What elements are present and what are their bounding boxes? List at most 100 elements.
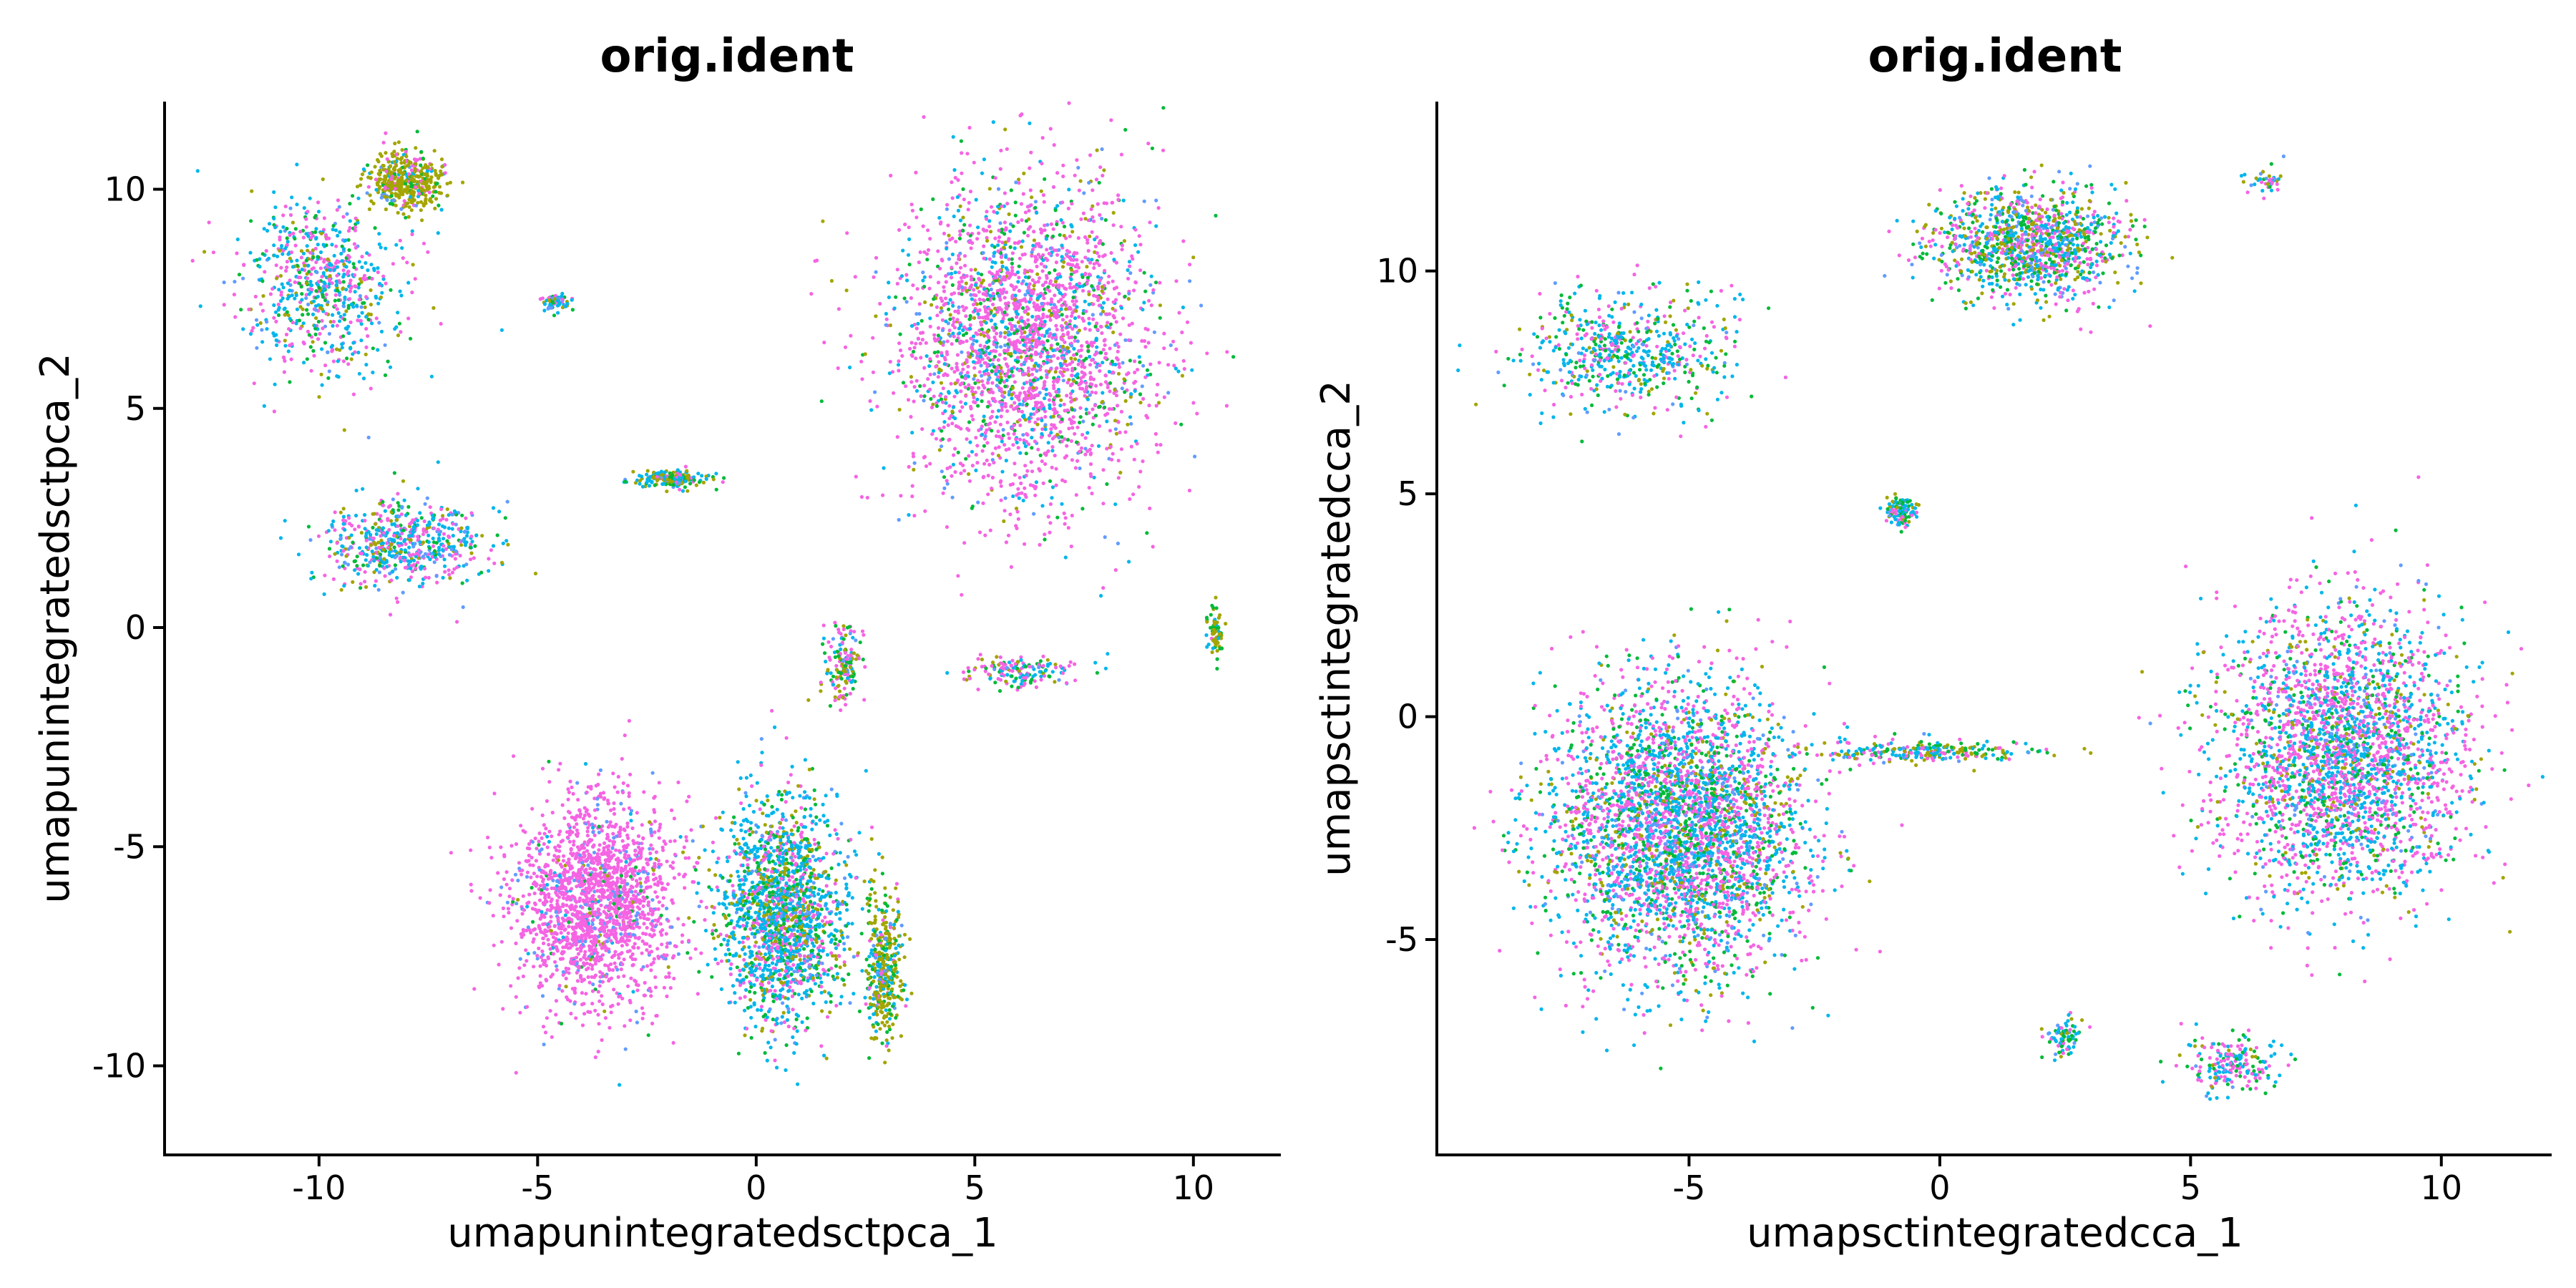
scatter-point — [1038, 342, 1042, 346]
scatter-point — [540, 949, 545, 953]
scatter-point — [1077, 348, 1081, 353]
scatter-point — [409, 192, 413, 196]
scatter-point — [571, 791, 575, 796]
scatter-point — [1055, 366, 1059, 371]
scatter-point — [465, 578, 469, 582]
scatter-point — [984, 289, 988, 293]
scatter-point — [932, 372, 937, 376]
scatter-point — [1021, 192, 1025, 196]
scatter-point — [434, 197, 439, 201]
scatter-point — [369, 288, 373, 293]
scatter-point — [1098, 382, 1103, 387]
scatter-point — [603, 1016, 608, 1020]
scatter-point — [872, 275, 876, 279]
scatter-point — [950, 474, 954, 478]
scatter-point — [416, 175, 421, 179]
scatter-point — [1048, 308, 1052, 313]
scatter-point — [964, 394, 968, 398]
scatter-point — [953, 175, 957, 180]
scatter-point — [1078, 354, 1083, 358]
scatter-point — [287, 294, 291, 298]
scatter-point — [279, 290, 283, 294]
scatter-point — [976, 225, 980, 230]
scatter-point — [316, 280, 321, 284]
scatter-point — [1086, 349, 1091, 353]
scatter-point — [975, 237, 980, 241]
scatter-point — [281, 213, 286, 218]
scatter-point — [357, 282, 361, 286]
scatter-point — [358, 567, 362, 572]
scatter-point — [931, 380, 935, 385]
scatter-point — [447, 535, 452, 540]
scatter-point — [390, 538, 395, 543]
scatter-point — [439, 191, 444, 195]
scatter-point — [928, 275, 932, 279]
scatter-point — [985, 340, 989, 344]
scatter-point — [1073, 466, 1078, 470]
scatter-point — [1090, 358, 1094, 362]
scatter-point — [335, 559, 339, 563]
scatter-point — [260, 308, 265, 313]
scatter-point — [1083, 436, 1088, 440]
scatter-point — [1023, 293, 1028, 297]
scatter-point — [1055, 276, 1060, 280]
scatter-point — [1063, 555, 1068, 560]
scatter-point — [331, 228, 335, 232]
scatter-point — [1070, 426, 1075, 430]
scatter-point — [361, 376, 366, 381]
scatter-point — [700, 474, 704, 478]
scatter-point — [433, 206, 437, 210]
scatter-point — [871, 336, 875, 340]
scatter-point — [319, 231, 323, 235]
scatter-point — [540, 296, 545, 301]
scatter-point — [951, 303, 955, 308]
scatter-point — [343, 296, 347, 300]
scatter-point — [949, 275, 954, 280]
scatter-point — [334, 279, 338, 283]
scatter-point — [977, 290, 981, 294]
scatter-point — [337, 205, 341, 209]
scatter-point — [1111, 313, 1116, 318]
scatter-point — [721, 480, 725, 484]
scatter-point — [955, 318, 960, 322]
scatter-point — [1002, 245, 1006, 250]
scatter-point — [1052, 143, 1056, 147]
scatter-point — [1008, 271, 1012, 275]
scatter-point — [907, 513, 911, 517]
scatter-point — [1101, 254, 1106, 258]
scatter-point — [1040, 431, 1044, 436]
scatter-point — [979, 364, 983, 368]
scatter-point — [545, 845, 550, 849]
scatter-point — [597, 848, 601, 852]
scatter-point — [974, 197, 978, 202]
scatter-point — [311, 234, 316, 238]
scatter-point — [1101, 468, 1106, 472]
scatter-point — [279, 299, 283, 303]
scatter-point — [469, 551, 474, 555]
scatter-point — [1026, 285, 1031, 289]
scatter-point — [415, 518, 420, 523]
scatter-point — [1009, 565, 1013, 570]
scatter-point — [441, 537, 446, 541]
scatter-point — [283, 204, 288, 209]
scatter-point — [1045, 338, 1050, 343]
scatter-point — [1067, 426, 1071, 431]
scatter-point — [928, 357, 932, 361]
scatter-point — [331, 323, 335, 328]
scatter-point — [447, 513, 451, 517]
scatter-point — [307, 270, 311, 274]
scatter-point — [429, 162, 434, 167]
scatter-point — [951, 405, 955, 409]
scatter-point — [347, 516, 351, 520]
scatter-point — [987, 462, 992, 467]
scatter-point — [1099, 351, 1103, 355]
scatter-point — [443, 162, 447, 167]
scatter-point — [944, 319, 948, 323]
scatter-point — [1067, 187, 1071, 192]
scatter-point — [919, 331, 923, 335]
scatter-point — [1138, 401, 1143, 405]
scatter-point — [1143, 289, 1148, 293]
scatter-point — [1090, 390, 1094, 394]
scatter-point — [973, 268, 977, 272]
scatter-point — [1040, 283, 1045, 288]
